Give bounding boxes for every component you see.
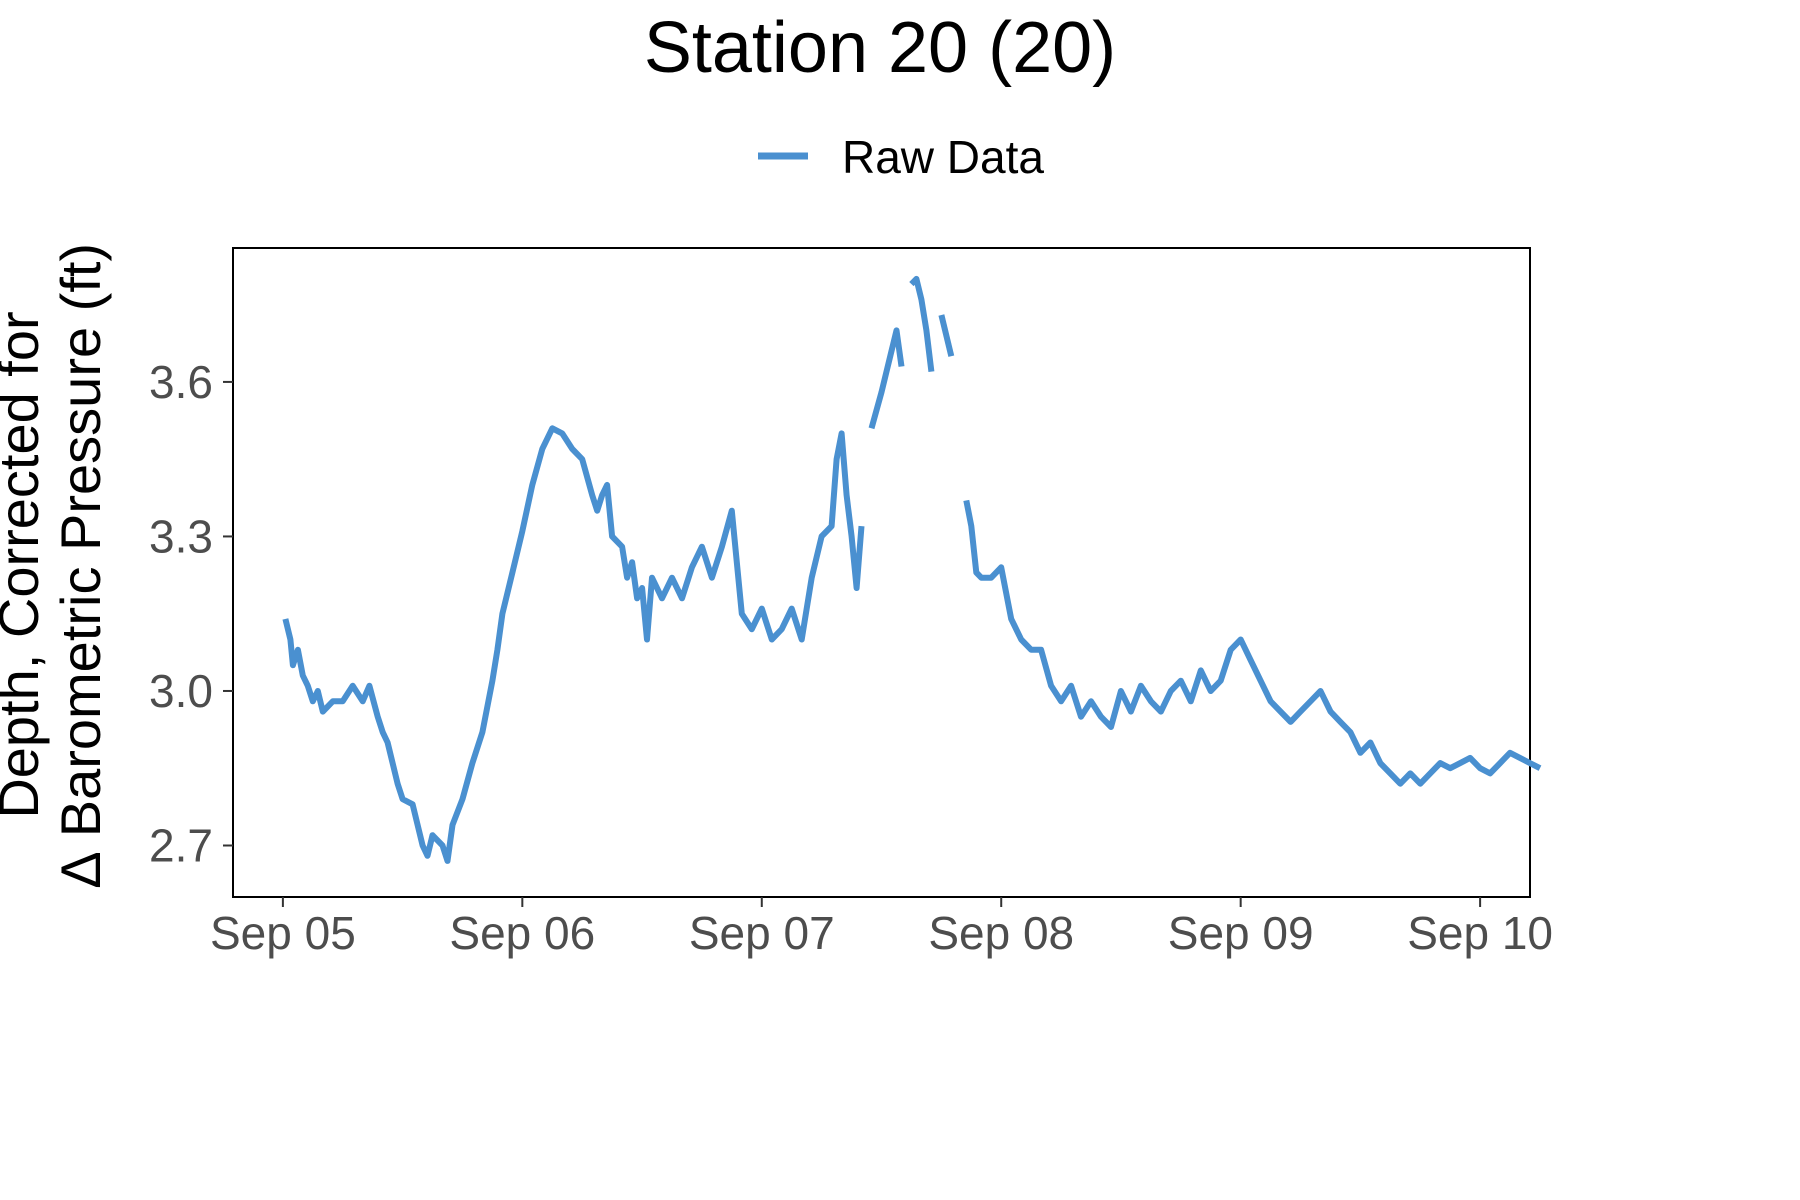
legend-label-raw-data: Raw Data bbox=[842, 131, 1044, 183]
y-axis-label-line-2: ∆ Barometric Pressure (ft) bbox=[49, 243, 112, 887]
y-axis: 2.7 3.0 3.3 3.6 bbox=[149, 356, 233, 871]
x-tick-label: Sep 07 bbox=[689, 907, 835, 959]
series-raw-data bbox=[282, 275, 1542, 864]
chart-title: Station 20 (20) bbox=[644, 8, 1116, 88]
legend: Raw Data bbox=[758, 131, 1044, 183]
y-tick-label: 3.6 bbox=[149, 356, 213, 408]
x-tick-label: Sep 06 bbox=[449, 907, 595, 959]
y-axis-label: Depth, Corrected for ∆ Barometric Pressu… bbox=[0, 243, 112, 887]
x-axis: Sep 05 Sep 06 Sep 07 Sep 08 Sep 09 Sep 10 bbox=[210, 897, 1553, 959]
raw-data-line-segment bbox=[868, 327, 905, 430]
raw-data-line-segment bbox=[282, 425, 865, 864]
raw-data-line-segment bbox=[909, 275, 935, 372]
x-tick-label: Sep 08 bbox=[928, 907, 1074, 959]
x-tick-label: Sep 10 bbox=[1407, 907, 1553, 959]
y-axis-label-line-1: Depth, Corrected for bbox=[0, 311, 50, 818]
y-tick-label: 3.3 bbox=[149, 510, 213, 562]
y-tick-label: 3.0 bbox=[149, 665, 213, 717]
raw-data-line-segment bbox=[963, 499, 1542, 787]
plot-panel bbox=[232, 247, 1531, 898]
x-tick-label: Sep 05 bbox=[210, 907, 356, 959]
raw-data-line-segment bbox=[938, 314, 955, 357]
y-tick-label: 2.7 bbox=[149, 819, 213, 871]
x-tick-label: Sep 09 bbox=[1168, 907, 1314, 959]
